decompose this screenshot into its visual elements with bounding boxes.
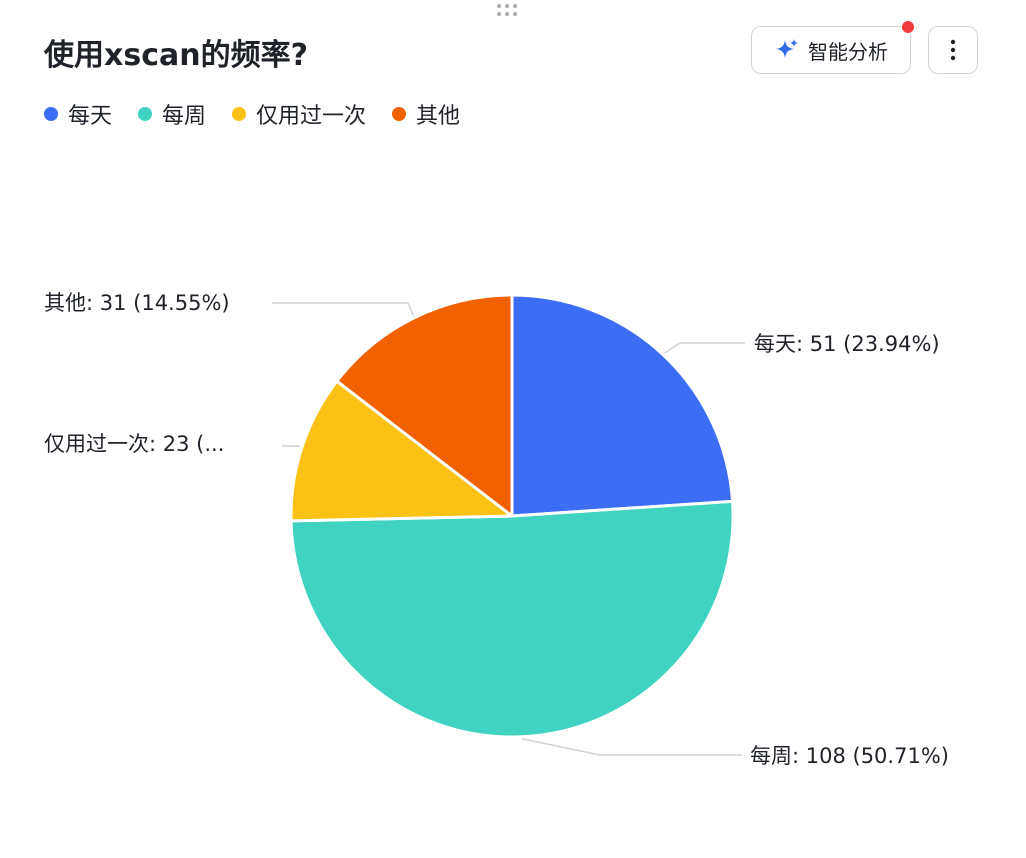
legend-label: 每天 — [68, 104, 113, 129]
chart-legend: 每天 每周 仅用过一次 其他 — [44, 98, 460, 130]
pie-slice-daily[interactable] — [510, 293, 735, 518]
pie-slice-weekly[interactable] — [289, 499, 735, 739]
legend-item[interactable]: 仅用过一次 — [232, 98, 366, 130]
more-options-button[interactable] — [928, 26, 978, 74]
leader-line-other — [272, 302, 415, 317]
legend-item[interactable]: 每天 — [44, 98, 112, 130]
legend-swatch — [44, 107, 58, 121]
drag-handle-icon[interactable] — [497, 4, 527, 20]
legend-label: 每周 — [162, 104, 207, 129]
chart-title: 使用xscan的频率? — [44, 38, 308, 73]
legend-swatch — [392, 107, 407, 121]
more-vertical-icon — [950, 39, 956, 61]
legend-item[interactable]: 每周 — [138, 98, 206, 130]
legend-label: 其他 — [416, 104, 461, 129]
pie-slice-once[interactable] — [289, 379, 514, 523]
legend-swatch — [138, 107, 153, 121]
sparkle-icon — [776, 39, 798, 58]
notification-dot — [901, 20, 915, 34]
slice-label-once: 仅用过一次: 23 (... — [44, 432, 224, 456]
slice-label-daily: 每天: 51 (23.94%) — [754, 332, 940, 356]
pie-slice-other[interactable] — [335, 293, 514, 518]
leader-line-weekly — [521, 738, 742, 756]
leader-line-daily — [663, 342, 745, 354]
slice-label-other: 其他: 31 (14.55%) — [44, 291, 230, 315]
legend-label: 仅用过一次 — [256, 104, 367, 129]
ai-analysis-button[interactable]: 智能分析 — [751, 20, 915, 74]
ai-analysis-label: 智能分析 — [808, 39, 888, 64]
legend-swatch — [232, 107, 247, 121]
legend-item[interactable]: 其他 — [392, 98, 460, 130]
slice-label-weekly: 每周: 108 (50.71%) — [750, 744, 949, 768]
